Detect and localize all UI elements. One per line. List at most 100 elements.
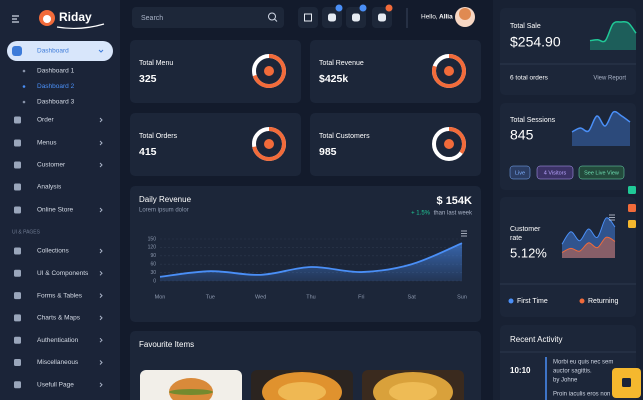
sparkline (589, 20, 637, 43)
stat-value: 415 (139, 146, 157, 158)
y-tick-label: 120 (148, 245, 157, 251)
sub-item[interactable]: Dashboard 3 (37, 99, 75, 106)
legend-label: First Time (517, 298, 548, 305)
fullscreen-button[interactable] (298, 7, 318, 28)
logo-face (43, 15, 51, 23)
session-button[interactable] (509, 165, 531, 180)
stat-value: 325 (139, 73, 157, 85)
card-value: 5.12% (510, 245, 547, 260)
card-value: 845 (510, 127, 534, 143)
stat-icon (264, 139, 274, 149)
legend-dot (579, 298, 585, 304)
nav-item[interactable]: Forms & Tables (37, 292, 83, 299)
sparkline-area (590, 21, 636, 50)
greeting: Hello, (421, 14, 438, 21)
chevron (99, 207, 103, 213)
card-title: Daily Revenue (139, 195, 192, 204)
side-tool[interactable] (628, 220, 636, 228)
messages-icon (352, 13, 360, 22)
nav-item[interactable]: Analysis (37, 184, 62, 191)
ring-progress (432, 54, 466, 88)
notifications-icon (328, 13, 336, 22)
sub-item[interactable]: Dashboard 2 (37, 83, 75, 90)
side-tool[interactable] (628, 186, 636, 194)
x-tick-label: Sat (408, 294, 417, 300)
card-value: $254.90 (510, 34, 561, 50)
nav-item[interactable]: Customer (37, 162, 66, 169)
search-box (132, 7, 284, 28)
sparkline-area (572, 111, 630, 146)
card-label: rate (510, 235, 522, 242)
active-item (7, 41, 113, 61)
chart-menu[interactable] (461, 230, 467, 237)
y-tick-label: 60 (150, 262, 156, 268)
stat-value: $425k (319, 73, 348, 85)
stat-label: Total Orders (139, 133, 178, 140)
sale-card (500, 8, 636, 95)
x-tick-label: Sun (457, 294, 467, 300)
ring-progress (432, 127, 466, 161)
view-report-link[interactable]: View Report (593, 76, 626, 82)
nav-item[interactable]: Menus (37, 140, 57, 147)
session-button[interactable] (536, 165, 574, 180)
y-tick-label: 90 (150, 253, 156, 259)
stat-value: 985 (319, 146, 337, 158)
change-value: + 1.5% (411, 211, 431, 217)
search-placeholder[interactable]: Search (141, 15, 163, 22)
sub-item[interactable]: Dashboard 1 (37, 68, 75, 75)
stat-card (130, 113, 301, 176)
chart-menu[interactable] (609, 214, 615, 221)
legend-label: Returning (588, 298, 618, 305)
item-icon (14, 269, 21, 277)
nav-item[interactable]: Authentication (37, 337, 79, 344)
rate-line (561, 217, 616, 245)
badge (385, 4, 393, 12)
x-tick-label: Tue (206, 294, 215, 300)
nav-item[interactable]: Order (37, 117, 54, 124)
item-icon (14, 336, 21, 344)
side-tool[interactable] (628, 204, 636, 212)
nav-item[interactable]: Usefull Page (37, 382, 74, 389)
stat-icon (444, 139, 454, 149)
chevron (99, 293, 103, 298)
stat-icon (264, 66, 274, 76)
sub-dot (22, 85, 26, 88)
nav-item[interactable]: Miscellaneous (37, 359, 79, 366)
user-name: Allia (439, 14, 453, 21)
orders-count: 6 total orders (510, 75, 549, 82)
search-icon (268, 12, 276, 21)
nav-item[interactable]: Collections (37, 248, 70, 255)
ring-progress (252, 127, 286, 161)
activity-card (500, 325, 636, 400)
y-tick-label: 150 (148, 236, 157, 242)
nav-item[interactable]: UI & Components (37, 270, 89, 277)
item-icon (14, 206, 21, 214)
chevron (99, 248, 103, 254)
button-label[interactable]: Live (515, 170, 525, 176)
card-title: Recent Activity (510, 335, 562, 344)
ring-progress (252, 54, 286, 88)
activity-text: auctor sagittis. (553, 369, 592, 375)
activity-text: Morbi eu quis nec sem (553, 360, 613, 366)
chevron (99, 382, 103, 388)
session-button[interactable] (578, 165, 625, 180)
chevron (98, 49, 104, 53)
stat-card (310, 113, 481, 176)
card-label: Total Sessions (510, 117, 556, 124)
item-icon (14, 139, 21, 147)
stat-label: Total Customers (319, 133, 370, 140)
card-label: Total Sale (510, 23, 541, 30)
button-label[interactable]: 4 Visitors (544, 170, 567, 176)
nav-item[interactable]: Charts & Maps (37, 315, 81, 322)
nav-item[interactable]: Dashboard (37, 48, 69, 55)
activity-text: Proin iaculis eros non (553, 392, 610, 398)
menu-toggle[interactable] (12, 15, 19, 23)
nav-item[interactable]: Online Store (37, 207, 74, 214)
button-label[interactable]: See Live View (584, 170, 619, 176)
x-tick-label: Mon (155, 294, 166, 300)
brand-name: Riday (59, 10, 92, 24)
badge (335, 4, 343, 12)
sub-dot (22, 100, 26, 104)
item-icon (14, 116, 21, 124)
